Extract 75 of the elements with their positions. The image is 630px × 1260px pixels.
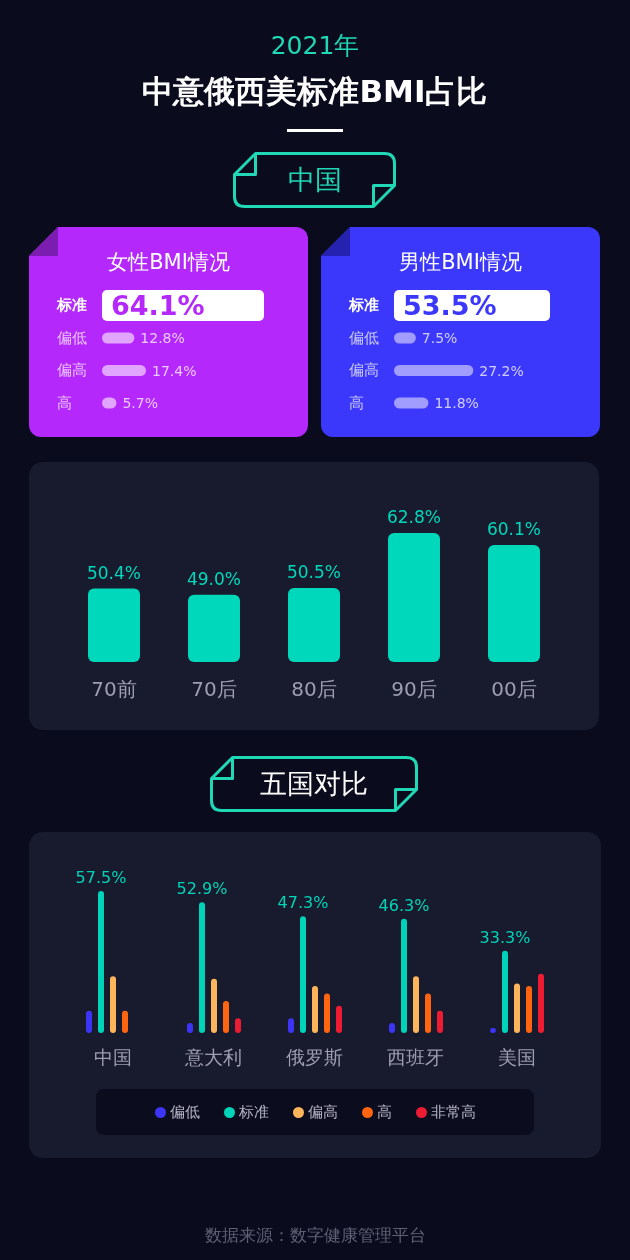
legend-label: 偏高 (307, 1103, 338, 1121)
bar (86, 1010, 92, 1033)
x-tick-label: 80后 (291, 677, 337, 702)
text: 中意俄西美标准BMI占比 (142, 73, 488, 109)
data-label: 47.3% (277, 893, 329, 913)
data-label: 62.8% (386, 507, 442, 527)
chart-title: 男性BMI情况 (399, 250, 522, 274)
data-label: 50.4% (86, 562, 142, 583)
data-label: 53.5% (403, 290, 497, 321)
bar (199, 902, 205, 1033)
bar (110, 976, 116, 1033)
data-label: 60.1% (486, 519, 542, 540)
bar (514, 983, 520, 1033)
x-tick-label: 意大利 (184, 1046, 242, 1069)
bar (187, 1023, 193, 1033)
bar (538, 973, 544, 1033)
bar (235, 1018, 241, 1033)
data-label: 12.8% (140, 330, 185, 346)
data-label: 7.5% (421, 330, 458, 346)
data-label: 5.7% (122, 395, 158, 411)
y-tick-label: 高 (57, 393, 72, 412)
x-tick-label: 90后 (391, 677, 437, 702)
data-label: 57.5% (75, 868, 127, 887)
y-tick-label: 偏高 (57, 361, 87, 380)
bar (389, 1023, 395, 1033)
y-tick-label: 标准 (56, 296, 87, 315)
data-label: 27.2% (479, 362, 524, 379)
bar (437, 1010, 443, 1033)
x-tick-label: 中国 (93, 1046, 132, 1069)
y-tick-label: 高 (349, 393, 364, 412)
data-label: 50.5% (286, 562, 342, 583)
data-label: 17.4% (151, 362, 197, 379)
bar (394, 397, 429, 409)
bar (502, 950, 508, 1033)
bar (102, 365, 146, 376)
bar (122, 1010, 128, 1033)
bar (300, 916, 306, 1033)
legend-label: 高 (376, 1103, 392, 1121)
legend-label: 偏低 (169, 1103, 200, 1121)
bar (401, 918, 407, 1033)
source-note: 数据来源：数字健康管理平台 (204, 1225, 426, 1245)
x-tick-label: 00后 (491, 677, 537, 702)
data-label: 11.8% (434, 395, 479, 411)
bar (526, 986, 532, 1033)
bar (98, 891, 104, 1033)
bar (102, 332, 135, 344)
bar (211, 978, 217, 1033)
x-tick-label: 西班牙 (387, 1046, 444, 1069)
text: 中国 (287, 163, 342, 197)
bar (413, 976, 419, 1033)
data-label: 64.1% (111, 290, 205, 321)
y-tick-label: 偏低 (349, 328, 379, 347)
x-tick-label: 俄罗斯 (286, 1046, 343, 1069)
x-tick-label: 70后 (191, 677, 237, 702)
chart-title: 五国对比 (260, 767, 368, 801)
data-label: 46.3% (378, 895, 430, 915)
bar (425, 993, 431, 1033)
bar (223, 1000, 229, 1033)
data-label: 33.3% (479, 927, 531, 947)
y-tick-label: 标准 (348, 296, 379, 315)
bar (336, 1005, 342, 1033)
x-tick-label: 70前 (91, 677, 137, 702)
bar (394, 365, 474, 376)
x-tick-label: 美国 (497, 1046, 536, 1069)
text: 2021年 (270, 31, 360, 60)
data-label: 49.0% (186, 568, 242, 589)
y-tick-label: 偏高 (349, 361, 379, 380)
chart-title: 女性BMI情况 (107, 250, 230, 274)
bar (324, 993, 330, 1033)
data-label: 52.9% (176, 879, 228, 899)
bar (312, 986, 318, 1033)
bar (288, 1018, 294, 1033)
legend-label: 标准 (238, 1103, 269, 1121)
legend-label: 非常高 (430, 1103, 476, 1121)
y-tick-label: 偏低 (57, 328, 87, 347)
